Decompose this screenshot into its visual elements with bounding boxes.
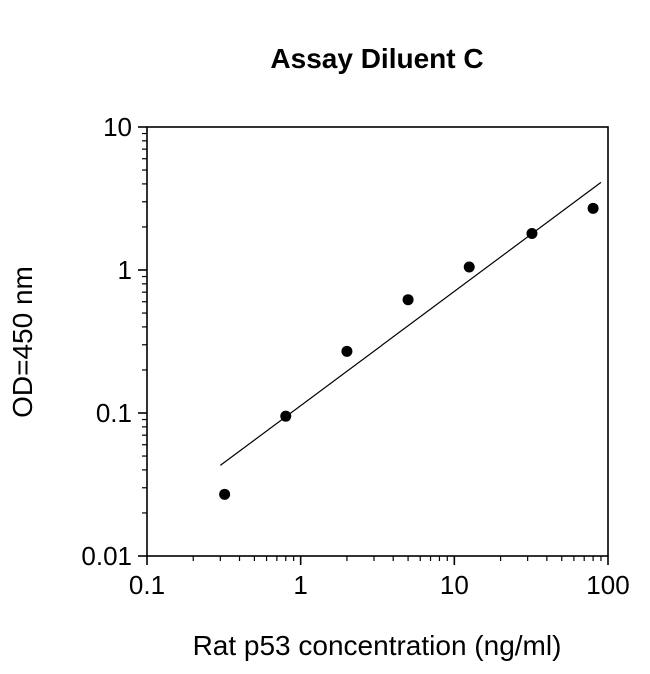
fit-line xyxy=(219,181,602,466)
chart-title: Assay Diluent C xyxy=(270,43,483,74)
x-tick-label: 10 xyxy=(440,570,469,600)
data-point xyxy=(402,294,414,306)
data-point xyxy=(526,227,538,239)
data-points-group xyxy=(219,202,599,500)
fit-line-group xyxy=(219,181,602,466)
data-point xyxy=(463,261,475,273)
data-point xyxy=(280,410,292,422)
axis-ticks xyxy=(138,126,609,565)
y-tick-label: 0.01 xyxy=(81,541,132,571)
y-tick-label: 0.1 xyxy=(96,398,132,428)
y-tick-label: 1 xyxy=(118,255,132,285)
y-axis-label: OD=450 nm xyxy=(7,266,38,418)
y-tick-label: 10 xyxy=(103,112,132,142)
data-point xyxy=(587,202,599,214)
data-point xyxy=(341,345,353,357)
plot-frame xyxy=(146,126,609,557)
plot-border xyxy=(146,126,609,557)
data-point xyxy=(219,488,231,500)
x-axis-label: Rat p53 concentration (ng/ml) xyxy=(193,630,562,661)
x-tick-label: 0.1 xyxy=(129,570,165,600)
x-tick-label: 1 xyxy=(293,570,307,600)
x-tick-label: 100 xyxy=(586,570,629,600)
